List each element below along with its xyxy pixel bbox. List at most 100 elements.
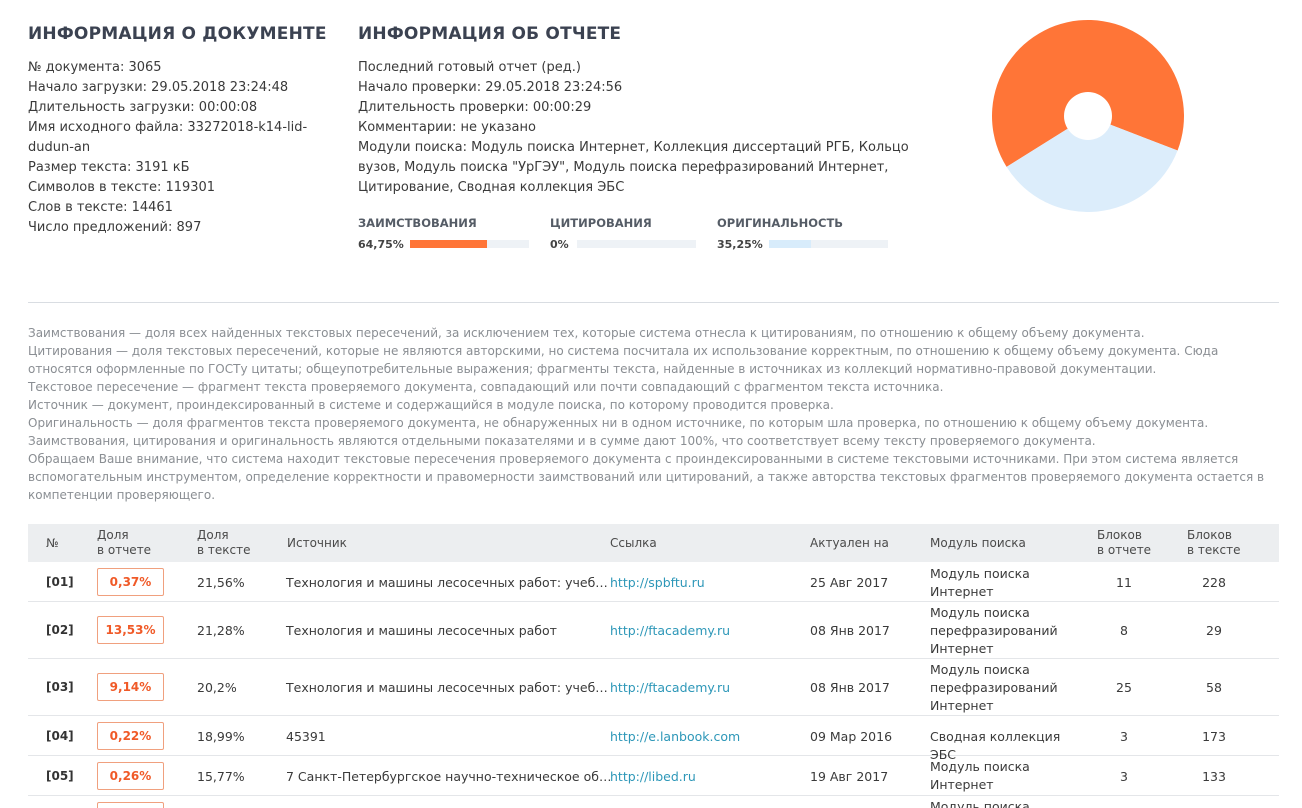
legend-line: относятся оформленные по ГОСТу цитаты; о… <box>28 362 1157 376</box>
updated-date: 19 Авг 2017 <box>810 769 889 784</box>
document-number: № документа: 3065 <box>28 60 162 75</box>
blocks-text: 173 <box>1202 729 1226 744</box>
updated-date: 08 Янв 2017 <box>810 680 890 695</box>
row-num: [01] <box>46 575 74 589</box>
legend-line: Оригинальность — доля фрагментов текста … <box>28 416 1209 430</box>
report-pie-chart <box>992 20 1184 212</box>
row-num: [02] <box>46 623 74 637</box>
search-modules-cont1: вузов, Модуль поиска "УрГЭУ", Модуль пои… <box>358 160 889 175</box>
metric-originality: ОРИГИНАЛЬНОСТЬ 35,25% <box>717 216 888 251</box>
legend-line: Обращаем Ваше внимание, что система нахо… <box>28 452 1239 466</box>
source-link[interactable]: http://ftacademy.ru <box>610 680 731 695</box>
source-link[interactable]: http://libed.ru <box>610 769 696 784</box>
document-info-title: ИНФОРМАЦИЯ О ДОКУМЕНТЕ <box>28 24 327 44</box>
header-share-text-line1: Доля <box>197 528 229 542</box>
updated-date: 25 Авг 2017 <box>810 575 889 590</box>
upload-duration: Длительность загрузки: 00:00:08 <box>28 100 258 115</box>
blocks-report: 3 <box>1120 769 1128 784</box>
header-source[interactable]: Источник <box>287 536 347 550</box>
header-module[interactable]: Модуль поиска <box>930 536 1026 550</box>
table-row[interactable]: [02] 13,53% 21,28% Технология и машины л… <box>28 602 1279 659</box>
share-report-badge[interactable]: 0,22% <box>97 722 164 750</box>
source-link[interactable]: http://spbftu.ru <box>610 575 705 590</box>
comments: Комментарии: не указано <box>358 120 536 135</box>
check-duration: Длительность проверки: 00:00:29 <box>358 100 592 115</box>
table-row[interactable]: Модуль поиска <box>28 796 1279 808</box>
share-report-badge[interactable]: 13,53% <box>97 616 164 644</box>
blocks-report: 25 <box>1116 680 1132 695</box>
section-divider <box>28 302 1279 303</box>
source-title[interactable]: Технология и машины лесосечных работ: уч… <box>286 575 608 590</box>
blocks-text: 29 <box>1206 623 1222 638</box>
metric-borrowing-label: ЗАИМСТВОВАНИЯ <box>358 216 477 230</box>
word-count: Слов в тексте: 14461 <box>28 200 173 215</box>
row-num: [05] <box>46 769 74 783</box>
header-num[interactable]: № <box>46 536 59 550</box>
sources-table: № Доля в отчете Доля в тексте Источник С… <box>28 524 1279 808</box>
source-title[interactable]: 7 Санкт-Петербургское научно-техническое… <box>286 769 612 784</box>
last-report: Последний готовый отчет (ред.) <box>358 60 581 75</box>
blocks-report: 3 <box>1120 729 1128 744</box>
source-filename: Имя исходного файла: 33272018-k14-lid- <box>28 120 308 135</box>
header-blocks-text[interactable]: Блоков в тексте <box>1187 528 1240 558</box>
blocks-report: 8 <box>1120 623 1128 638</box>
metric-originality-label: ОРИГИНАЛЬНОСТЬ <box>717 216 844 230</box>
blocks-text: 133 <box>1202 769 1226 784</box>
legend-line: вспомогательным инструментом, определени… <box>28 470 1265 484</box>
report-info-section: ИНФОРМАЦИЯ ОБ ОТЧЕТЕ Последний готовый о… <box>358 24 918 198</box>
search-module: Сводная коллекция ЭБС <box>930 729 1061 762</box>
source-link[interactable]: http://ftacademy.ru <box>610 623 731 638</box>
metric-originality-value: 35,25% <box>717 238 763 251</box>
header-share-report[interactable]: Доля в отчете <box>97 528 151 558</box>
share-report-badge[interactable]: 9,14% <box>97 673 164 701</box>
source-title[interactable]: Технология и машины лесосечных работ <box>286 623 557 638</box>
header-blocks-report[interactable]: Блоков в отчете <box>1097 528 1151 558</box>
header-updated[interactable]: Актуален на <box>810 536 889 550</box>
source-title[interactable]: 45391 <box>286 729 326 744</box>
metric-borrowing-fill <box>410 240 488 248</box>
metric-citation-bar <box>577 240 696 248</box>
header-blocks-text-line1: Блоков <box>1187 528 1232 542</box>
metrics-bar-group: ЗАИМСТВОВАНИЯ 64,75% ЦИТИРОВАНИЯ 0% ОРИГ… <box>358 216 918 256</box>
table-header: № Доля в отчете Доля в тексте Источник С… <box>28 524 1279 562</box>
legend-line: Источник — документ, проиндексированный … <box>28 398 834 412</box>
search-modules: Модули поиска: Модуль поиска Интернет, К… <box>358 140 909 155</box>
header-share-report-line2: в отчете <box>97 543 152 557</box>
header-blocks-report-line1: Блоков <box>1097 528 1142 542</box>
legend-line: Цитирования — доля текстовых пересечений… <box>28 344 1219 358</box>
metric-borrowing-value: 64,75% <box>358 238 404 251</box>
share-report-badge[interactable]: 0,26% <box>97 762 164 790</box>
search-module: Модуль поиска перефразирований Интернет <box>930 662 1058 713</box>
blocks-report: 11 <box>1116 575 1132 590</box>
source-link[interactable]: http://e.lanbook.com <box>610 729 741 744</box>
source-title[interactable]: Технология и машины лесосечных работ: уч… <box>286 680 608 695</box>
search-module: Модуль поиска перефразирований Интернет <box>930 605 1058 656</box>
source-filename-cont: dudun-an <box>28 140 91 155</box>
header-share-text[interactable]: Доля в тексте <box>197 528 250 558</box>
pie-slice-originality <box>1006 116 1178 212</box>
share-text: 21,28% <box>197 623 245 638</box>
report-info-title: ИНФОРМАЦИЯ ОБ ОТЧЕТЕ <box>358 24 622 44</box>
search-module: Модуль поиска Интернет <box>930 759 1030 792</box>
share-text: 21,56% <box>197 575 245 590</box>
metric-citation: ЦИТИРОВАНИЯ 0% <box>550 216 696 251</box>
share-report-badge[interactable]: 0,37% <box>97 568 164 596</box>
search-module: Модуль поиска Интернет <box>930 566 1030 599</box>
pie-center-hole <box>1064 92 1112 140</box>
document-info-lines: № документа: 3065 Начало загрузки: 29.05… <box>28 58 328 238</box>
share-report-badge[interactable] <box>97 802 164 808</box>
search-modules-cont2: Цитирование, Сводная коллекция ЭБС <box>358 180 625 195</box>
check-start: Начало проверки: 29.05.2018 23:24:56 <box>358 80 623 95</box>
table-row[interactable]: [04] 0,22% 18,99% 45391 http://e.lanbook… <box>28 716 1279 762</box>
upload-start: Начало загрузки: 29.05.2018 23:24:48 <box>28 80 289 95</box>
header-link[interactable]: Ссылка <box>610 536 657 550</box>
legend-line: компетенции проверяющего. <box>28 488 216 502</box>
share-text: 15,77% <box>197 769 245 784</box>
header-share-report-line1: Доля <box>97 528 129 542</box>
table-row[interactable]: [03] 9,14% 20,2% Технология и машины лес… <box>28 659 1279 716</box>
table-row[interactable]: [01] 0,37% 21,56% Технология и машины ле… <box>28 562 1279 602</box>
share-text: 18,99% <box>197 729 245 744</box>
metric-originality-fill <box>769 240 811 248</box>
metric-borrowing: ЗАИМСТВОВАНИЯ 64,75% <box>358 216 529 251</box>
table-row[interactable]: [05] 0,26% 15,77% 7 Санкт-Петербургское … <box>28 756 1279 796</box>
